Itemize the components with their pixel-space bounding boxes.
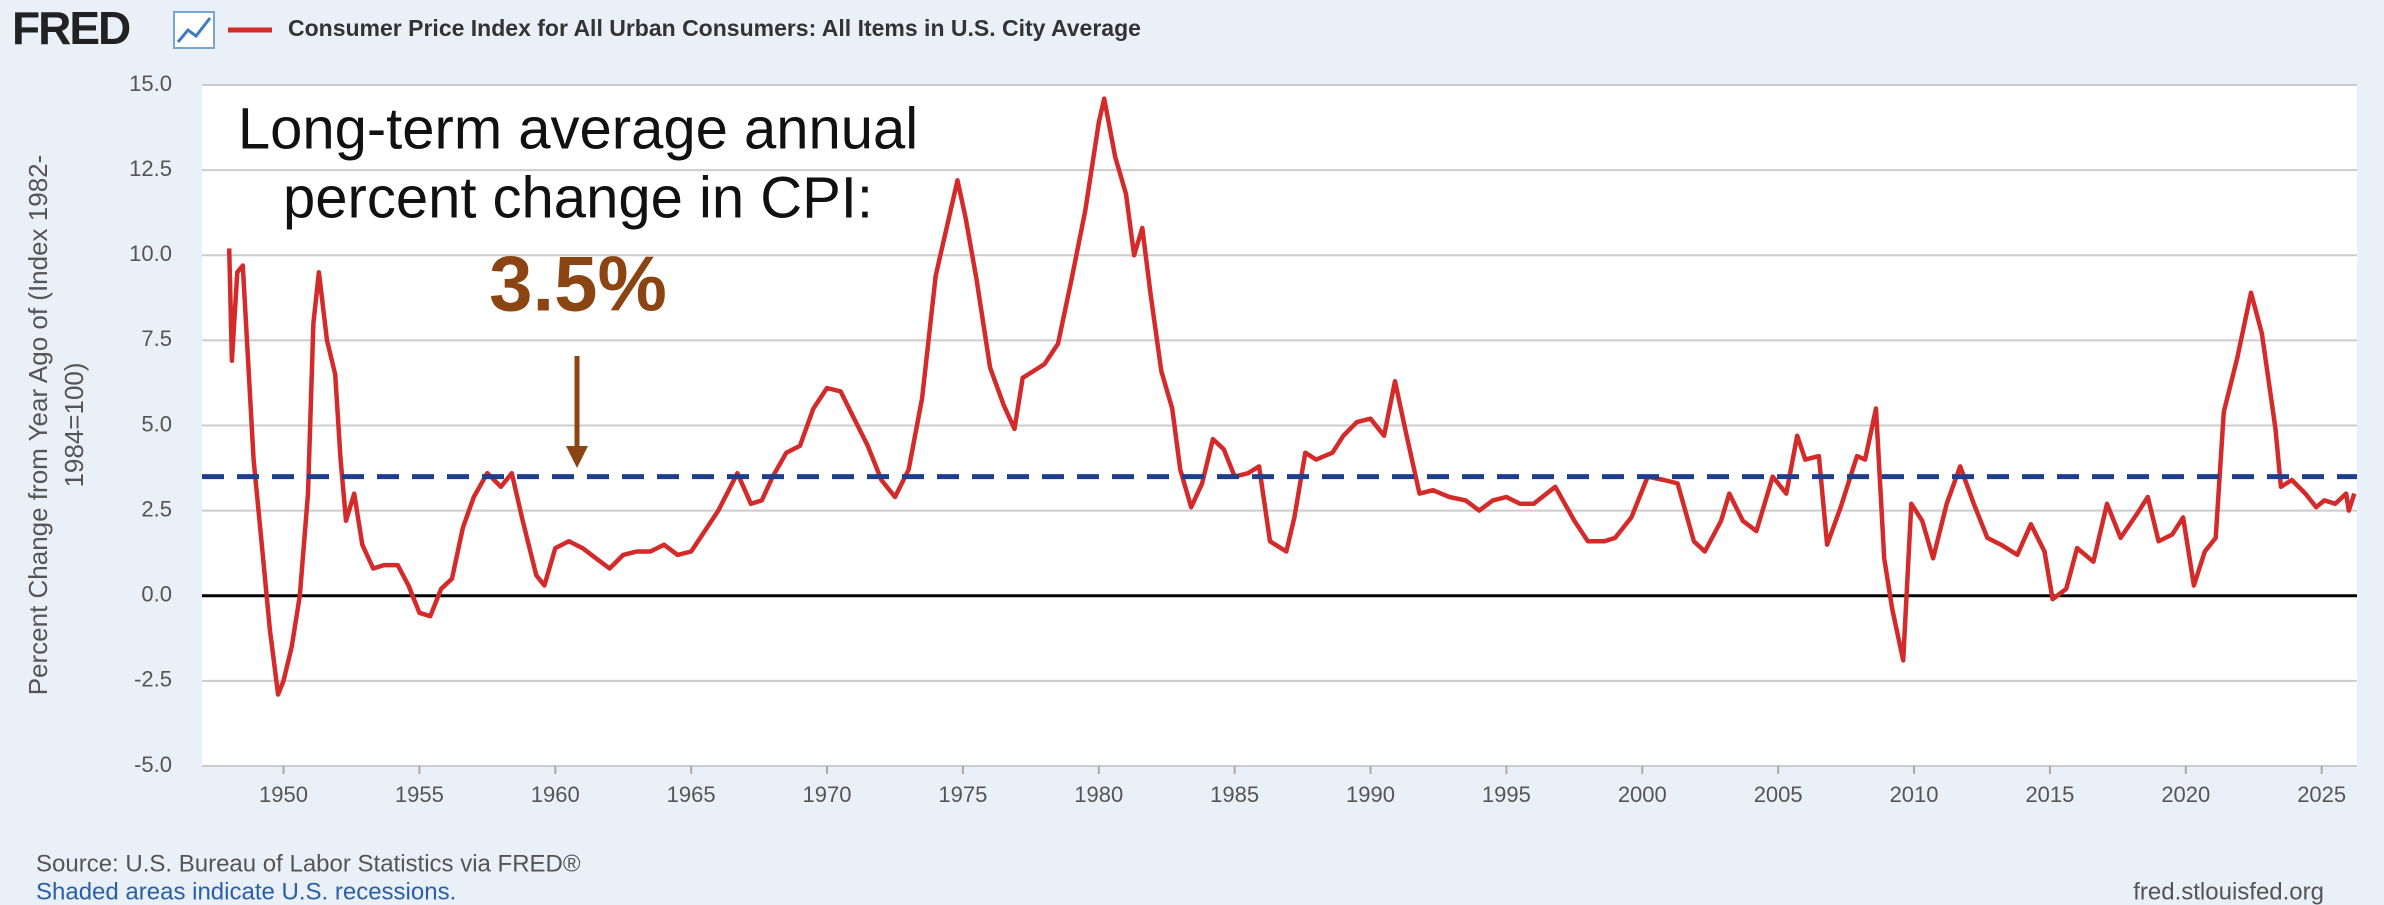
x-tick-label: 1960 xyxy=(531,782,580,807)
average-label: 3.5% xyxy=(489,240,667,328)
x-tick-label: 1955 xyxy=(395,782,444,807)
recession-note: Shaded areas indicate U.S. recessions. xyxy=(36,878,456,905)
x-tick-label: 1990 xyxy=(1346,782,1395,807)
x-tick-label: 1950 xyxy=(259,782,308,807)
y-tick-label: 15.0 xyxy=(129,71,172,96)
y-tick-label: -5.0 xyxy=(134,752,172,777)
y-tick-label: 10.0 xyxy=(129,241,172,266)
y-tick-label: 7.5 xyxy=(141,326,172,351)
annotation-text: Long-term average annual xyxy=(238,96,918,161)
x-tick-label: 2000 xyxy=(1618,782,1667,807)
y-tick-label: 5.0 xyxy=(141,411,172,436)
site: fred.stlouisfed.org xyxy=(2133,878,2324,905)
x-tick-label: 2010 xyxy=(1890,782,1939,807)
arrow-head xyxy=(566,446,588,468)
y-tick-label: 12.5 xyxy=(129,156,172,181)
x-tick-label: 2005 xyxy=(1754,782,1803,807)
x-tick-label: 1975 xyxy=(938,782,987,807)
x-tick-label: 1995 xyxy=(1482,782,1531,807)
x-tick-label: 2015 xyxy=(2025,782,2074,807)
logo: FRED xyxy=(12,2,130,54)
x-tick-label: 2020 xyxy=(2161,782,2210,807)
y-tick-label: 0.0 xyxy=(141,582,172,607)
y-axis-label: 1984=100) xyxy=(59,362,89,487)
legend-label: Consumer Price Index for All Urban Consu… xyxy=(288,15,1141,41)
x-tick-label: 1980 xyxy=(1074,782,1123,807)
logo-icon xyxy=(173,11,215,49)
annotation-text: percent change in CPI: xyxy=(283,165,873,230)
x-tick-label: 1985 xyxy=(1210,782,1259,807)
x-tick-label: 1970 xyxy=(803,782,852,807)
x-tick-label: 2025 xyxy=(2297,782,2346,807)
y-axis-label: Percent Change from Year Ago of (Index 1… xyxy=(23,155,53,696)
source: Source: U.S. Bureau of Labor Statistics … xyxy=(36,850,581,877)
y-tick-label: 2.5 xyxy=(141,496,172,521)
y-tick-label: -2.5 xyxy=(134,667,172,692)
x-tick-label: 1965 xyxy=(667,782,716,807)
